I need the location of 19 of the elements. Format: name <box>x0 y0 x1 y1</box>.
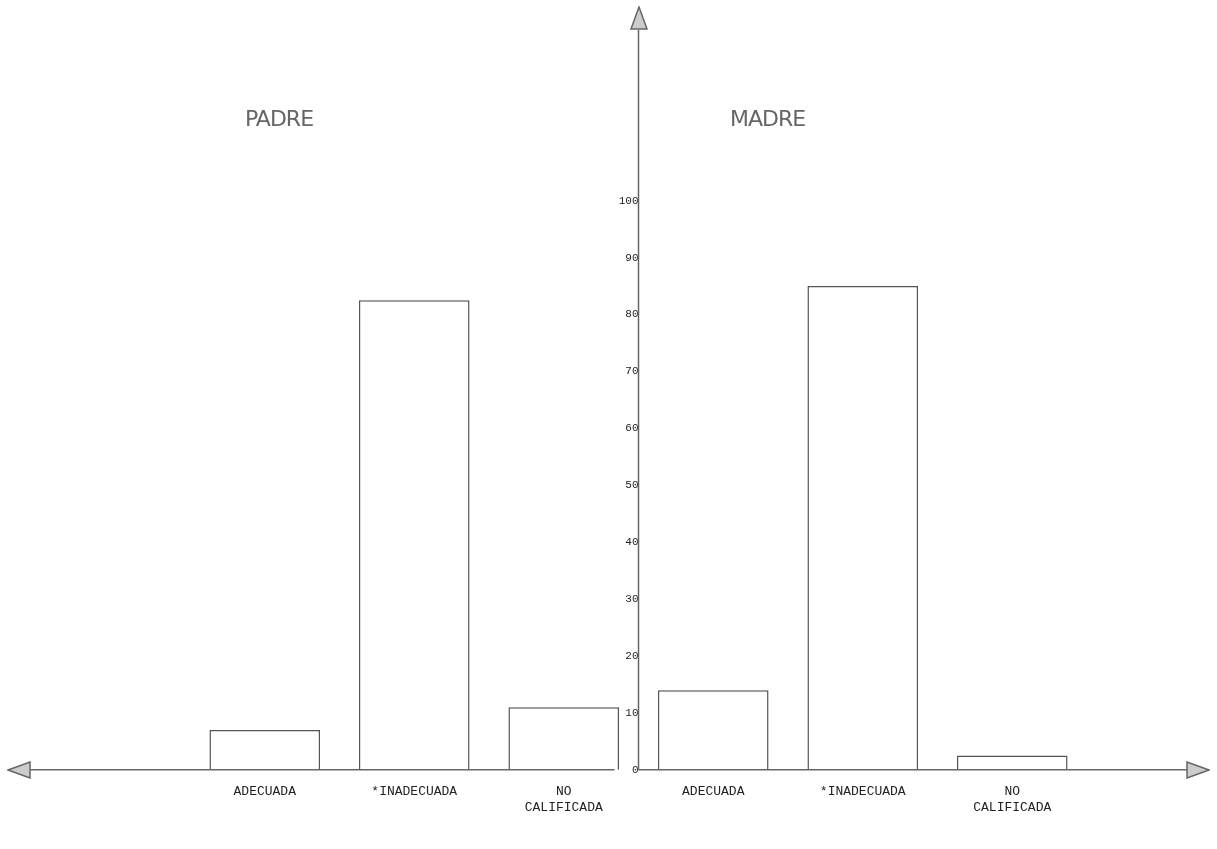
x-tick-label: ADECUADA <box>682 784 745 800</box>
y-tick-label: 60 <box>625 422 639 435</box>
x-tick-label: *INADECUADA <box>819 784 906 800</box>
x-tick-label: NO CALIFICADA <box>973 784 1052 815</box>
x-tick-label: ADECUADA <box>233 784 297 800</box>
y-tick-label: 100 <box>618 194 639 207</box>
y-tick-label: 90 <box>625 251 639 264</box>
y-tick-label: 10 <box>625 706 639 719</box>
y-tick-label: 40 <box>625 536 639 549</box>
y-tick-label: 0 <box>631 763 639 776</box>
x-tick-label: *INADECUADA <box>371 784 458 800</box>
annotation: PADRE <box>245 106 314 131</box>
x-tick-label: NO CALIFICADA <box>524 784 603 815</box>
y-tick-label: 20 <box>625 649 639 662</box>
y-tick-label: 30 <box>625 592 639 605</box>
y-tick-label: 80 <box>625 308 639 321</box>
y-tick-label: 50 <box>625 479 639 492</box>
y-tick-label: 70 <box>625 365 639 378</box>
annotation: MADRE <box>730 106 806 131</box>
